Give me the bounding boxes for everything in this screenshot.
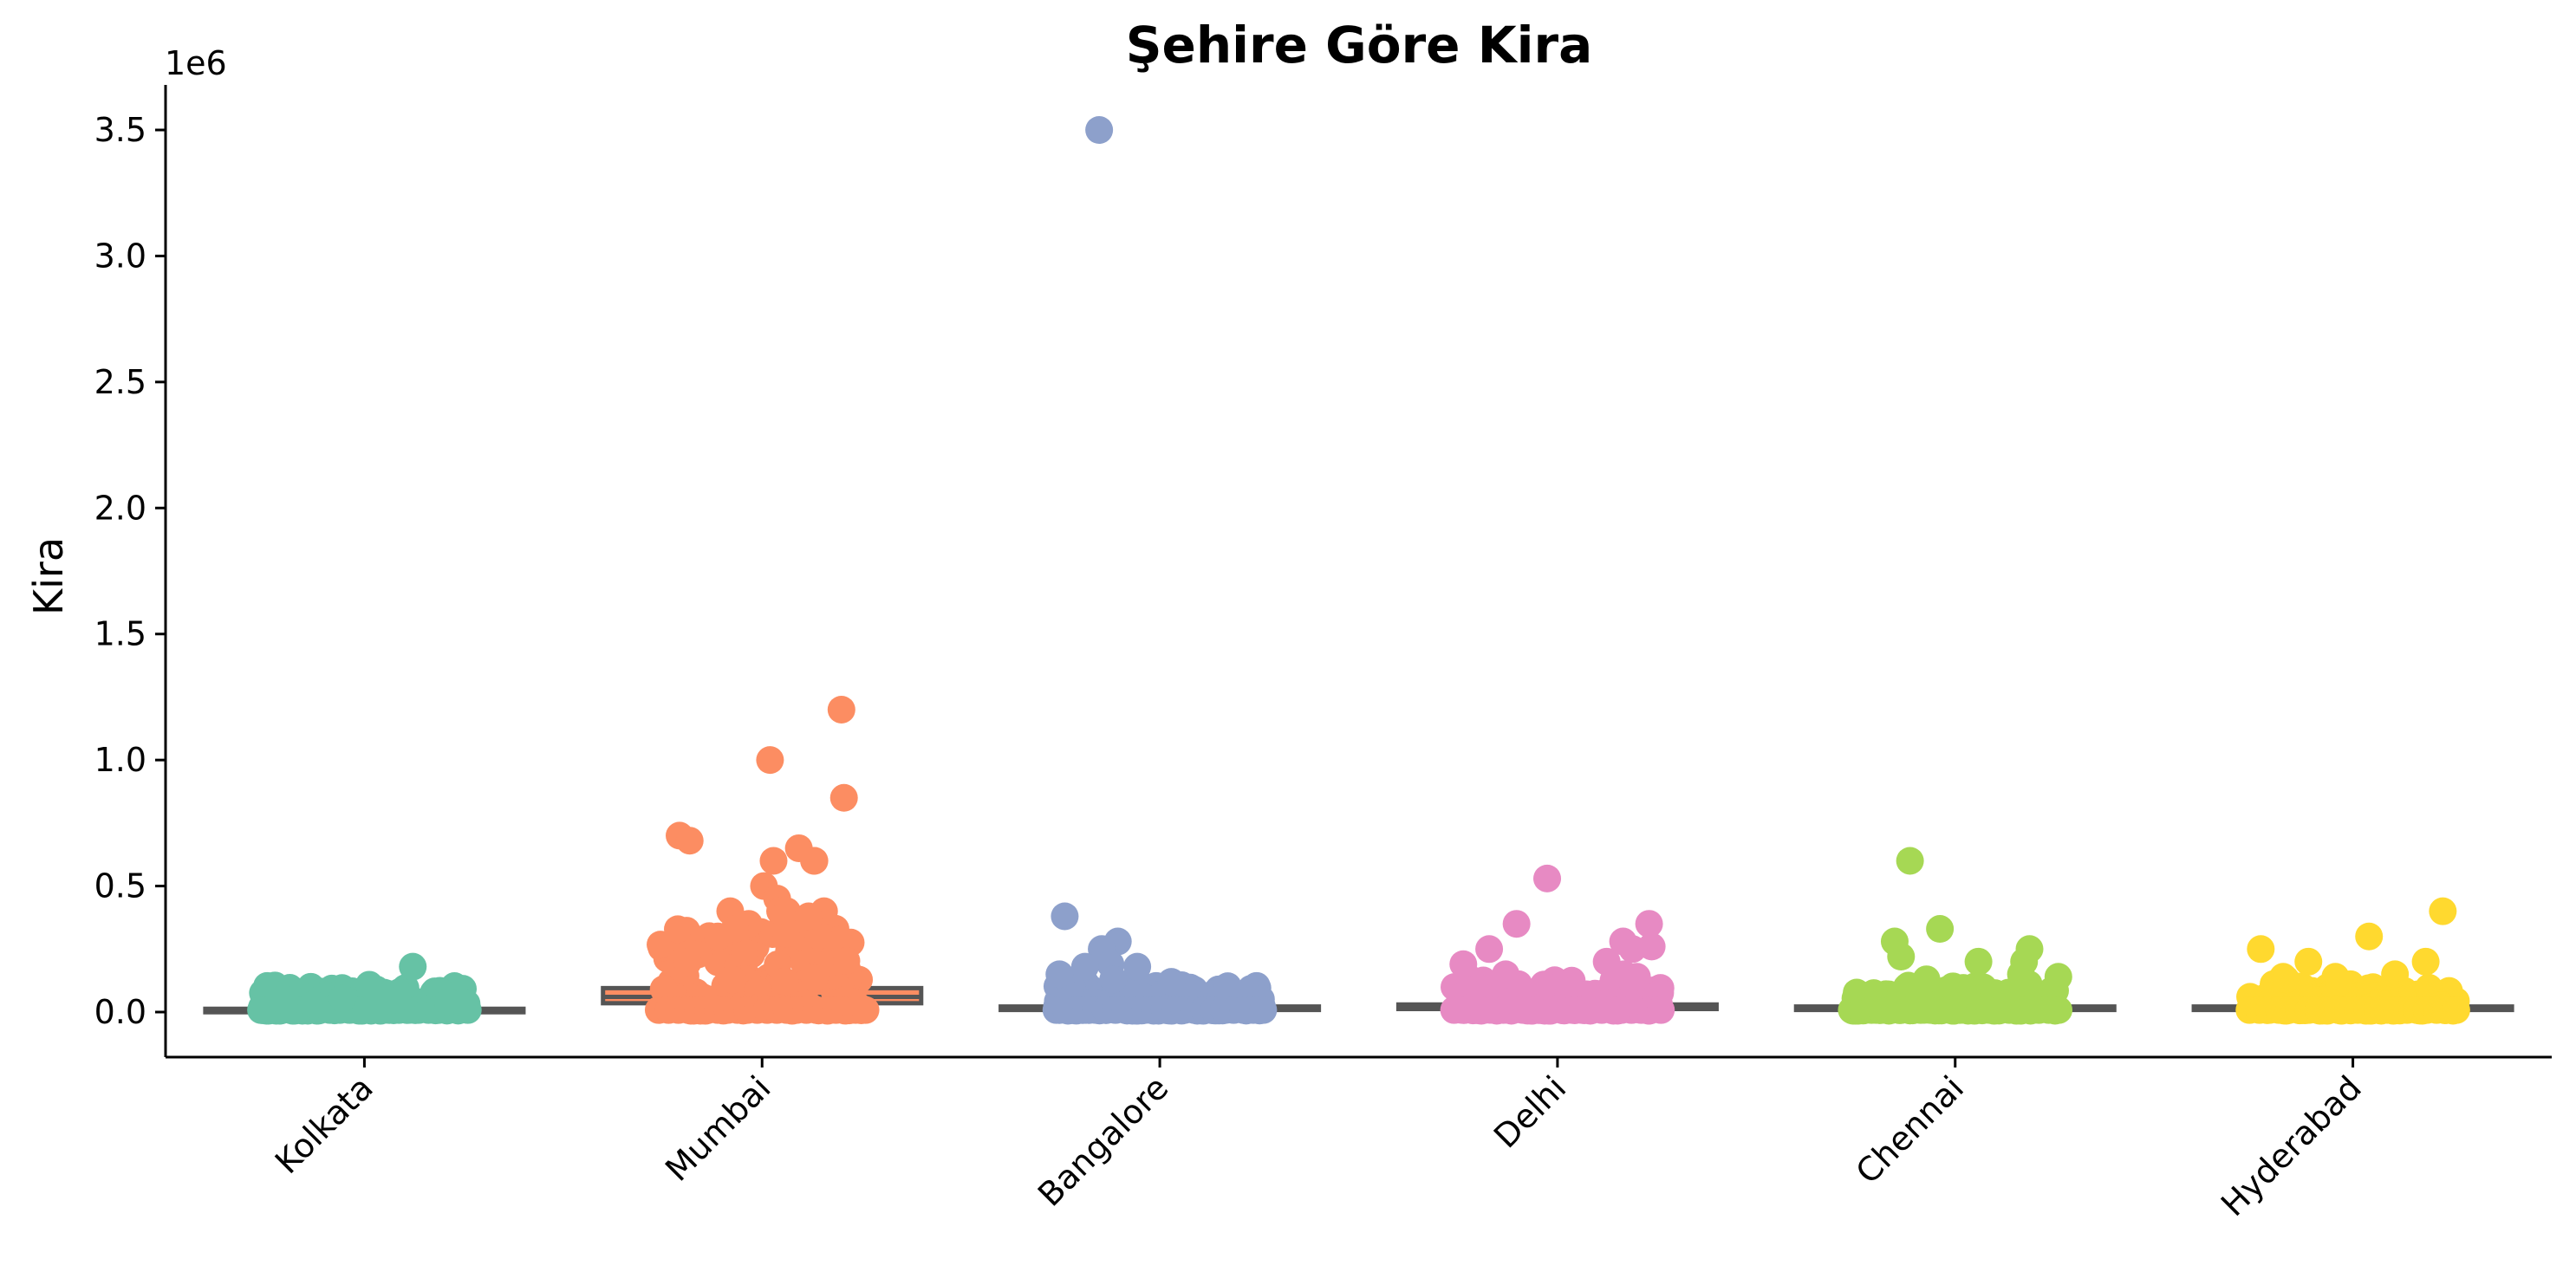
strip-point [1213,972,1242,1001]
strip-point [1647,996,1675,1024]
outlier-point-delhi [1449,950,1478,978]
outlier-point-hyderabad [2294,947,2323,976]
y-axis-label: Kira [25,537,72,615]
axes: Kolkata Mumbai Bangalore Delhi Chennai Hydera… [94,85,2552,1223]
strip-point [673,948,702,977]
strip-point [649,975,678,1003]
outlier-point-delhi [1492,960,1520,989]
strip-point [832,946,861,975]
outlier-point-kolkata [376,986,405,1015]
x-tick-label: Delhi [1486,1068,1573,1155]
y-tick-label: 0.0 [94,993,146,1031]
strip-point [730,938,758,967]
outlier-point-chennai [1912,965,1941,994]
outlier-point-bangalore [1070,952,1099,981]
outlier-point-hyderabad [2272,965,2300,994]
plot-area [203,116,2514,1025]
y-axis-offset-label: 1e6 [165,44,227,82]
outlier-point-kolkata [299,990,328,1019]
strip-point [355,970,384,999]
outlier-point-hyderabad [2429,897,2457,925]
outlier-point-chennai [2007,968,2035,996]
strip-point [771,919,800,948]
strip-cluster-chennai [1838,969,2073,1025]
strip-cluster-delhi [1440,964,1675,1025]
outlier-point-chennai [1887,943,1916,971]
x-tick-label: Kolkata [268,1068,381,1181]
y-tick-label: 2.0 [94,489,146,527]
strip-point [771,967,799,996]
x-tick-label: Hyderabad [2214,1068,2369,1223]
x-tick-label: Bangalore [1031,1068,1175,1213]
x-tick-label: Chennai [1849,1068,1971,1191]
y-tick-label: 0.5 [94,867,146,905]
outlier-point-mumbai [794,902,823,931]
y-tick-label: 3.5 [94,111,146,149]
outlier-point-kolkata [329,984,357,1013]
outlier-point-delhi [1502,910,1531,938]
y-tick-label: 2.5 [94,363,146,401]
x-tick-label: Mumbai [658,1068,777,1188]
outlier-point-delhi [1533,864,1562,892]
strip-point [1249,996,1278,1024]
outlier-point-hyderabad [2355,922,2384,951]
outlier-point-hyderabad [2381,960,2410,989]
strip-cluster-mumbai [644,914,880,1025]
outlier-point-bangalore [1123,952,1152,981]
outlier-point-hyderabad [2411,947,2440,976]
outlier-point-mumbai [704,922,732,951]
outlier-point-bangalore [1085,116,1114,144]
strip-cluster-hyderabad [2235,970,2470,1025]
outlier-point-chennai [1896,847,1924,875]
strip-point [851,996,880,1024]
strip-point [2045,996,2073,1024]
outlier-point-hyderabad [2325,968,2353,996]
outlier-point-mumbai [800,847,829,875]
strip-point [1939,972,1968,1001]
outlier-point-delhi [1475,935,1504,964]
outlier-point-bangalore [1051,902,1079,931]
outlier-point-bangalore [1045,960,1074,989]
outlier-point-mumbai [827,695,855,724]
strip-point [2442,996,2470,1024]
outlier-point-mumbai [829,783,858,812]
outlier-point-kolkata [448,989,477,1017]
outlier-point-mumbai [756,746,784,775]
outlier-point-hyderabad [2247,935,2275,964]
y-tick-label: 3.0 [94,237,146,275]
outlier-point-kolkata [267,985,296,1014]
outlier-point-kolkata [399,952,427,981]
outlier-point-delhi [1635,910,1663,938]
outlier-point-chennai [1964,947,1993,976]
outlier-point-delhi [1618,935,1647,964]
y-tick-label: 1.5 [94,615,146,653]
outlier-point-delhi [1623,963,1651,991]
outlier-point-chennai [1926,915,1955,944]
strip-point [800,964,829,993]
outlier-point-mumbai [675,827,704,855]
y-tick-label: 1.0 [94,741,146,779]
outlier-point-mumbai [759,847,788,875]
chart-title: Şehire Göre Kira [1126,16,1593,75]
strip-point [664,915,693,944]
strip-point [719,965,747,994]
outlier-point-bangalore [1157,968,1186,996]
outlier-point-bangalore [1099,965,1128,994]
outlier-point-chennai [2044,963,2072,991]
outlier-point-mumbai [772,897,801,925]
